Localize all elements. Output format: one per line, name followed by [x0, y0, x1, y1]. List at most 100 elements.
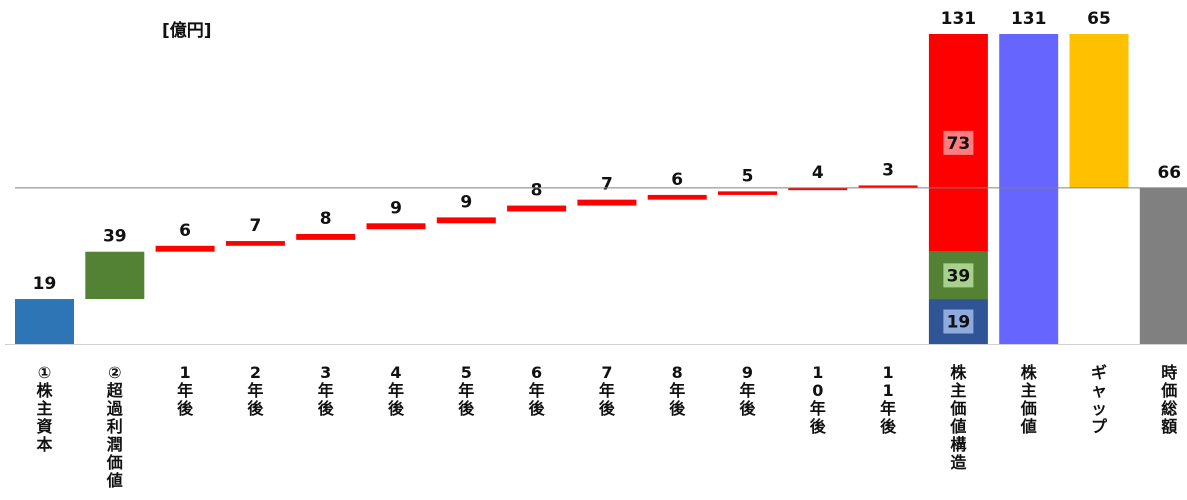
bar-11 — [788, 187, 848, 191]
category-label-char: 後 — [529, 399, 546, 418]
category-label-char: 主 — [950, 381, 966, 400]
category-label-char: 後 — [599, 399, 616, 418]
category-label-char: 主 — [36, 399, 52, 418]
bar-value-label-14: 131 — [1011, 9, 1047, 29]
category-label-char: 超 — [106, 381, 124, 400]
category-label-char: 0 — [812, 381, 823, 400]
category-label-char: ャ — [1091, 381, 1107, 400]
bar-value-label-8: 7 — [601, 175, 613, 195]
bar-8 — [577, 199, 637, 206]
category-label-char: 年 — [880, 399, 896, 418]
category-label-char: 価 — [1020, 399, 1037, 418]
category-label-char: 値 — [949, 417, 966, 436]
segment-label-bg-0 — [943, 309, 974, 334]
category-label-char: 総 — [1161, 399, 1177, 418]
category-label-char: 後 — [318, 399, 335, 418]
category-label-char: ① — [38, 363, 52, 382]
category-label-char: 1 — [883, 381, 894, 400]
category-label-char: 本 — [36, 435, 52, 454]
bar-value-label-5: 9 — [390, 198, 402, 218]
category-label-char: 9 — [742, 363, 753, 382]
category-label-char: 年 — [177, 381, 193, 400]
bar-7 — [507, 205, 567, 212]
unit-label: [億円] — [162, 21, 212, 41]
category-label-char: 1 — [180, 363, 191, 382]
category-label-char: 後 — [880, 417, 897, 436]
category-label-char: 年 — [810, 399, 826, 418]
category-label-char: 年 — [458, 381, 474, 400]
segment-label-bg-1 — [943, 263, 974, 288]
bar-value-label-12: 3 — [882, 160, 894, 180]
category-label-char: 1 — [812, 363, 823, 382]
category-label-char: 資 — [36, 417, 52, 436]
bar-1 — [85, 251, 145, 300]
category-label-char: 価 — [106, 453, 123, 472]
bar-6 — [436, 217, 496, 224]
bar-14 — [999, 34, 1059, 344]
bar-value-label-6: 9 — [460, 192, 472, 212]
category-label-char: 年 — [739, 381, 755, 400]
category-label-char: 潤 — [107, 435, 123, 454]
category-label-char: 時 — [1161, 363, 1177, 382]
category-label-char: 2 — [250, 363, 261, 382]
bar-value-label-7: 8 — [531, 181, 543, 201]
category-label-char: 利 — [107, 417, 123, 436]
category-label-char: 後 — [388, 399, 405, 418]
category-label-char: 後 — [247, 399, 264, 418]
category-label-char: 構 — [950, 435, 966, 454]
category-label-char: 7 — [601, 363, 612, 382]
segment-value-label-2: 73 — [947, 134, 971, 154]
category-label-char: 8 — [672, 363, 683, 382]
category-label-char: 後 — [669, 399, 686, 418]
category-label-char: プ — [1091, 417, 1108, 436]
category-label-char: 6 — [531, 363, 542, 382]
bar-15 — [1069, 34, 1129, 188]
bar-9 — [647, 194, 707, 200]
category-label-char: 年 — [247, 381, 263, 400]
category-label-char: 年 — [318, 381, 334, 400]
segment-value-label-0: 19 — [947, 313, 971, 333]
bar-value-label-1: 39 — [103, 227, 127, 247]
segment-label-bg-2 — [943, 130, 974, 155]
bar-value-label-10: 5 — [742, 166, 754, 186]
category-label-char: 主 — [1021, 381, 1037, 400]
category-label-char: 値 — [106, 471, 123, 490]
category-label-char: 価 — [1160, 381, 1177, 400]
category-label-char: 後 — [739, 399, 756, 418]
category-label-char: 年 — [388, 381, 404, 400]
category-label-char: 1 — [883, 363, 894, 382]
category-label-char: 株 — [950, 363, 967, 382]
category-label-char: 後 — [458, 399, 475, 418]
category-label-char: 後 — [810, 417, 827, 436]
bar-value-label-4: 8 — [320, 209, 332, 229]
category-label-char: 株 — [36, 381, 53, 400]
category-label-char: 年 — [599, 381, 615, 400]
category-label-char: 造 — [950, 453, 967, 472]
category-label-char: 4 — [390, 363, 401, 382]
bar-value-label-0: 19 — [33, 274, 57, 294]
bar-value-label-15: 65 — [1087, 9, 1111, 29]
bar-5 — [366, 223, 426, 230]
bar-0 — [15, 299, 74, 344]
category-label-char: 株 — [1021, 363, 1038, 382]
category-label-char: ッ — [1091, 399, 1107, 418]
category-label-char: ② — [108, 363, 122, 382]
category-label-char: 後 — [177, 399, 194, 418]
bar-10 — [718, 191, 777, 195]
bar-12 — [858, 185, 918, 188]
bar-value-label-16: 66 — [1157, 163, 1181, 183]
category-label-char: 額 — [1160, 417, 1177, 436]
bar-4 — [296, 233, 356, 240]
category-label-char: 値 — [1020, 417, 1037, 436]
category-label-char: 3 — [320, 363, 331, 382]
category-label-char: 価 — [949, 399, 966, 418]
bar-value-label-3: 7 — [249, 216, 261, 236]
bar-value-label-2: 6 — [179, 221, 191, 241]
bar-value-label-9: 6 — [671, 170, 683, 190]
category-label-char: 5 — [461, 363, 472, 382]
category-label-char: ギ — [1091, 363, 1107, 382]
bar-16 — [1139, 187, 1187, 344]
bar-value-label-11: 4 — [812, 163, 824, 183]
bar-2 — [155, 245, 215, 252]
